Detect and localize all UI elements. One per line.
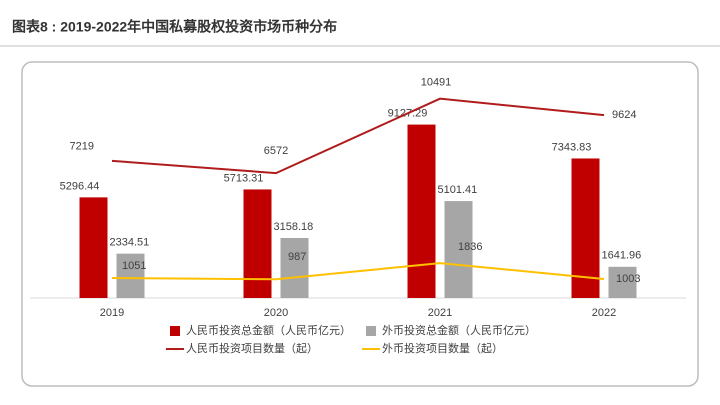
line bbox=[111, 97, 605, 175]
legend-label: 外币投资项目数量（起） bbox=[382, 341, 503, 355]
value-label: 1003 bbox=[616, 273, 640, 285]
legend-label: 人民币投资总金额（人民币亿元） bbox=[186, 323, 351, 337]
value-label: 1051 bbox=[122, 260, 146, 272]
value-label: 7343.83 bbox=[552, 141, 592, 153]
bar bbox=[243, 189, 272, 298]
value-label: 5296.44 bbox=[60, 180, 100, 192]
x-tick-label: 2022 bbox=[592, 307, 616, 319]
bar bbox=[116, 253, 145, 298]
bar bbox=[280, 237, 309, 298]
value-label: 987 bbox=[288, 251, 306, 263]
value-label: 10491 bbox=[421, 77, 452, 89]
legend-swatch bbox=[366, 326, 376, 336]
bar bbox=[608, 266, 637, 298]
bar bbox=[407, 124, 436, 299]
bar bbox=[79, 197, 108, 298]
x-tick-label: 2020 bbox=[264, 307, 288, 319]
bar bbox=[571, 158, 600, 298]
legend-swatch bbox=[170, 326, 180, 336]
value-label: 1836 bbox=[458, 241, 482, 253]
legend-label: 外币投资总金额（人民币亿元） bbox=[382, 323, 536, 337]
value-label: 6572 bbox=[264, 145, 288, 157]
value-label: 1641.96 bbox=[602, 250, 642, 262]
value-label: 3158.18 bbox=[274, 221, 314, 233]
line bbox=[111, 262, 605, 281]
value-label: 9624 bbox=[612, 109, 636, 121]
x-tick-label: 2021 bbox=[428, 307, 452, 319]
value-label: 5713.31 bbox=[224, 172, 264, 184]
x-tick-label: 2019 bbox=[100, 307, 124, 319]
chart-title: 图表8 : 2019-2022年中国私募股权投资市场币种分布 bbox=[12, 19, 337, 35]
value-label: 7219 bbox=[70, 141, 94, 153]
chart-frame bbox=[21, 61, 699, 387]
value-label: 5101.41 bbox=[438, 184, 478, 196]
bar bbox=[444, 201, 473, 298]
legend-label: 人民币投资项目数量（起） bbox=[186, 341, 318, 355]
value-label: 2334.51 bbox=[110, 237, 150, 249]
